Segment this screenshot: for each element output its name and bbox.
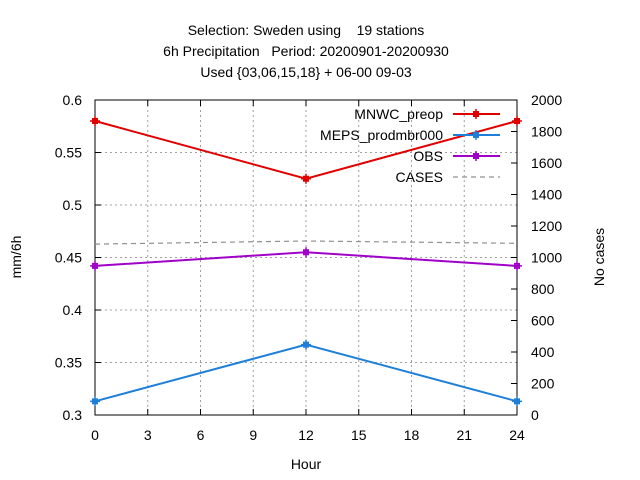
- y2-tick-label: 0: [531, 407, 539, 423]
- chart-title: Selection: Sweden using 19 stations 6h Pr…: [163, 22, 449, 80]
- y-tick-label: 0.45: [55, 250, 82, 266]
- y-tick-label: 0.55: [55, 145, 82, 161]
- title-line-2: 6h Precipitation Period: 20200901-202009…: [163, 43, 449, 59]
- series-line-meps-prodmbr000: [94, 343, 518, 403]
- title-line-1: Selection: Sweden using 19 stations: [188, 22, 425, 38]
- y-tick-label: 0.6: [63, 92, 83, 108]
- y2-tick-label: 1200: [531, 218, 562, 234]
- x-tick-label: 3: [144, 427, 152, 443]
- x-tick-label: 12: [298, 427, 314, 443]
- title-line-3: Used {03,06,15,18} + 06-00 09-03: [200, 64, 412, 80]
- grid: [95, 100, 517, 415]
- y2-tick-label: 400: [531, 344, 555, 360]
- legend-label-obs: OBS: [413, 148, 443, 164]
- x-tick-label: 9: [249, 427, 257, 443]
- x-tick-label: 21: [456, 427, 472, 443]
- y-tick-label: 0.5: [63, 197, 83, 213]
- series-meps-prodmbr000: [90, 339, 522, 407]
- x-tick-label: 24: [509, 427, 525, 443]
- series-mnwc-preop: [90, 116, 522, 184]
- y-tick-label: 0.3: [63, 407, 83, 423]
- y2-tick-label: 1000: [531, 250, 562, 266]
- y-tick-label: 0.4: [63, 302, 83, 318]
- y-tick-label: 0.35: [55, 355, 82, 371]
- y2-tick-label: 800: [531, 281, 555, 297]
- y2-tick-label: 600: [531, 313, 555, 329]
- y2-axis-label: No cases: [591, 228, 607, 286]
- series-cases: [94, 240, 518, 245]
- axis-ticks: 0 3 6 9 12 15 18 21 24 0.3 0.35 0.4 0.45 0.5 0.55 0.6 0 2…: [55, 92, 563, 443]
- series-obs: [90, 247, 522, 271]
- y-axis-label: mm/6h: [8, 236, 24, 279]
- y2-tick-label: 200: [531, 376, 555, 392]
- x-tick-label: 6: [197, 427, 205, 443]
- y2-tick-label: 1800: [531, 124, 562, 140]
- legend-label-cases: CASES: [396, 169, 443, 185]
- series-line-cases: [94, 240, 518, 245]
- x-tick-label: 0: [91, 427, 99, 443]
- series: [90, 116, 522, 407]
- x-axis-label: Hour: [291, 456, 322, 472]
- legend-label-mnwc-preop: MNWC_preop: [354, 106, 443, 122]
- y2-tick-label: 2000: [531, 92, 562, 108]
- y2-tick-label: 1400: [531, 187, 562, 203]
- legend: MNWC_preop MEPS_prodmbr000 OBS CASES: [320, 106, 500, 185]
- y2-tick-label: 1600: [531, 155, 562, 171]
- x-tick-label: 18: [404, 427, 420, 443]
- x-tick-label: 15: [351, 427, 367, 443]
- legend-label-meps-prodmbr000: MEPS_prodmbr000: [320, 127, 443, 143]
